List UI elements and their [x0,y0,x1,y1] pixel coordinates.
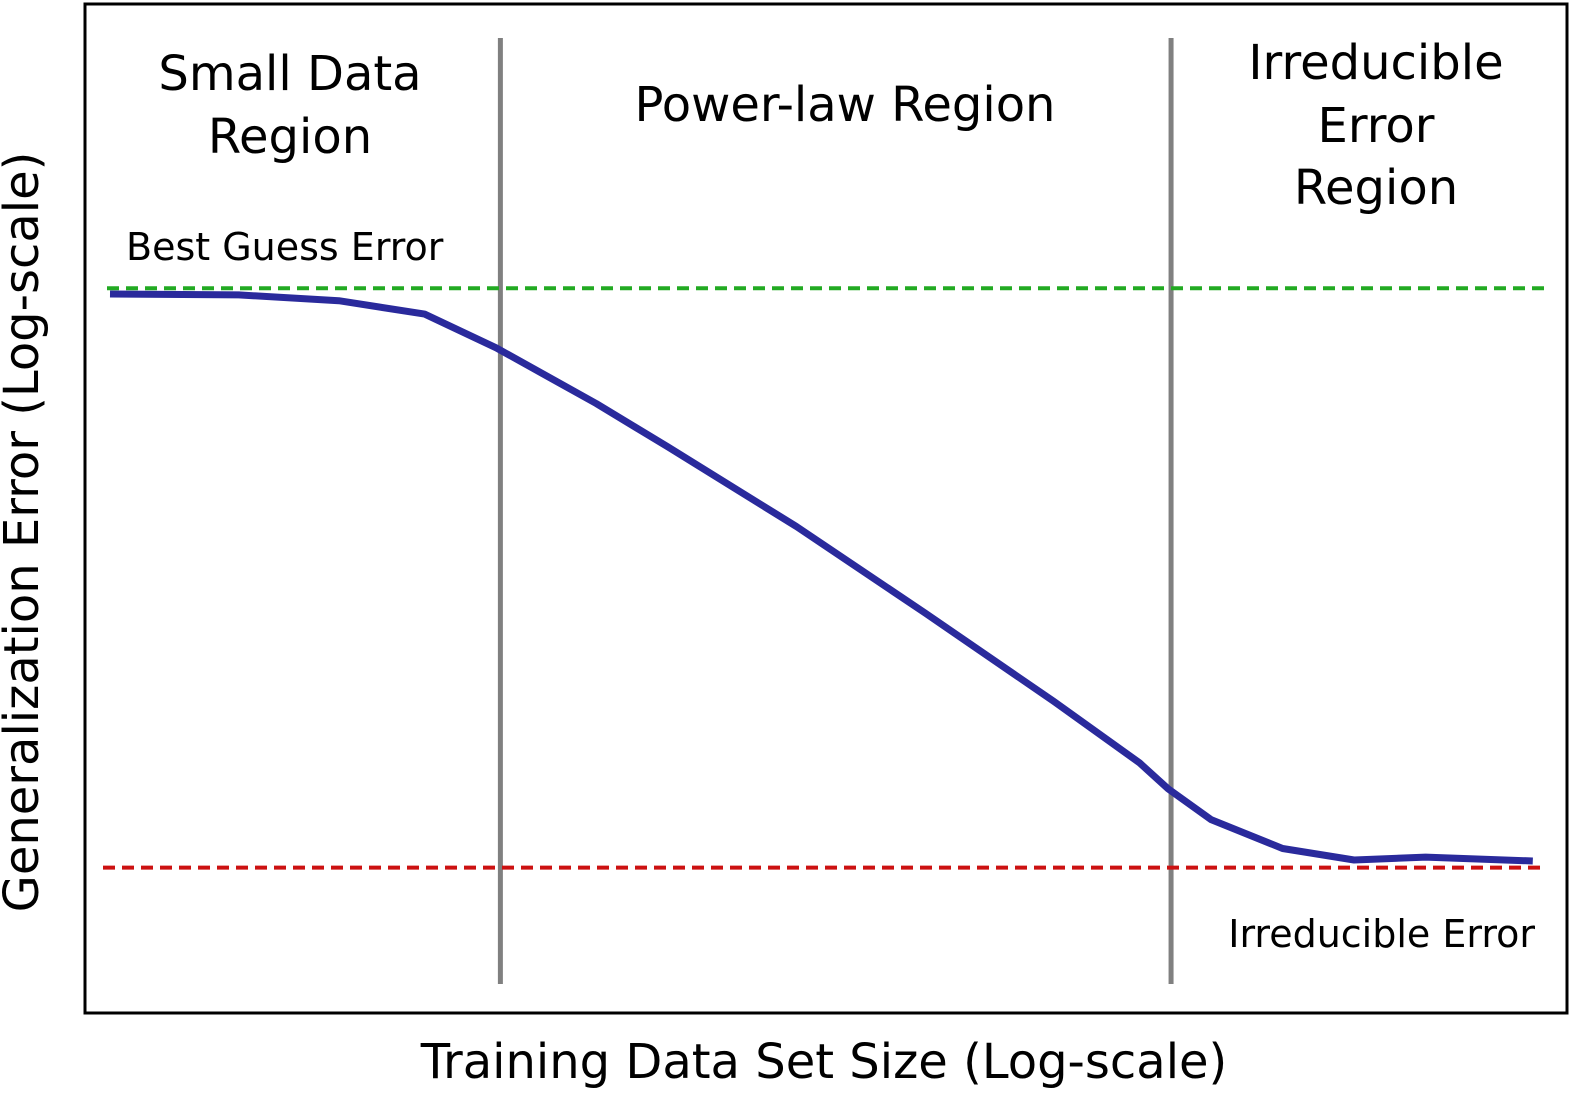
y-axis-label: Generalization Error (Log-scale) [0,152,50,913]
x-axis-label: Training Data Set Size (Log-scale) [420,1034,1228,1090]
region-label-irreducible: Region [1294,160,1458,216]
region-label-irreducible: Error [1318,98,1435,154]
error-curve [109,290,1533,865]
irreducible-error-label: Irreducible Error [1228,912,1535,956]
region-label-irreducible: Irreducible [1248,35,1503,91]
region-label-power-law: Power-law Region [635,77,1056,133]
region-label-small-data: Small Data [158,46,421,102]
best-guess-error-label: Best Guess Error [126,225,444,269]
region-label-small-data: Region [208,109,372,165]
plot-frame [83,2,1569,1015]
